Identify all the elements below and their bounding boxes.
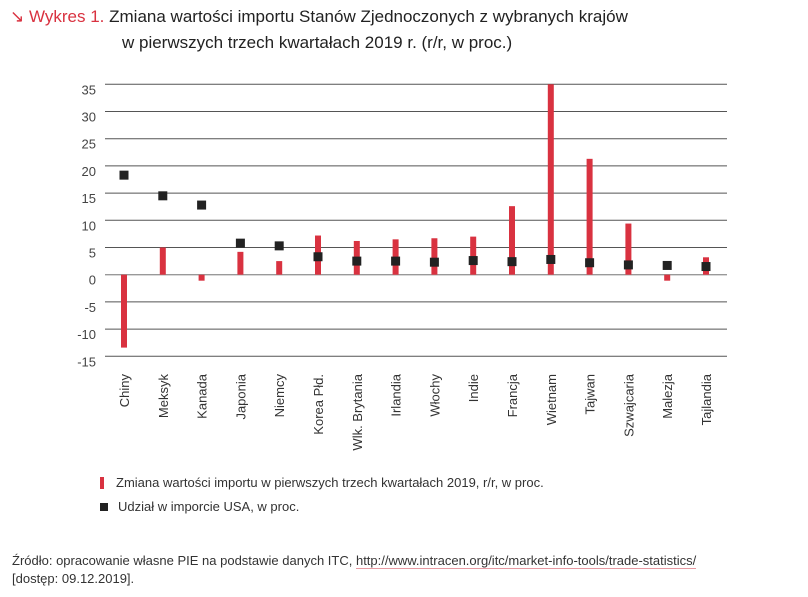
marker-wietnam: [546, 254, 556, 264]
y-tick-label: 0: [89, 273, 96, 288]
bar-niemcy: [276, 261, 283, 275]
marker-wlk-brytania: [352, 256, 362, 266]
x-category-label: Meksyk: [156, 374, 171, 419]
marker-w-ochy: [429, 257, 439, 267]
legend-item-bar: Zmiana wartości importu w pierwszych trz…: [100, 475, 544, 490]
legend-label-marker: Udział w imporcie USA, w proc.: [118, 499, 300, 514]
source-link[interactable]: http://www.intracen.org/itc/market-info-…: [355, 553, 697, 569]
bar-szwajcaria: [625, 223, 632, 275]
bar-chiny: [121, 274, 127, 348]
marker-szwajcaria: [623, 260, 633, 270]
marker-korea-p-d-: [313, 252, 323, 262]
y-tick-label: -5: [84, 300, 96, 315]
x-category-label: Tajwan: [583, 374, 598, 414]
marker-tajwan: [585, 258, 595, 268]
chart-title: ↘ Wykres 1. Zmiana wartości importu Stan…: [10, 4, 628, 56]
x-category-label: Wietnam: [544, 374, 559, 425]
bar-malezja: [664, 274, 671, 281]
bar-francja: [509, 206, 515, 275]
y-tick-label: 35: [82, 82, 96, 97]
legend-swatch-bar: [100, 476, 104, 489]
x-category-label: Francja: [505, 373, 520, 417]
marker-meksyk: [158, 191, 168, 201]
y-tick-label: -10: [77, 327, 96, 342]
marker-niemcy: [274, 241, 284, 251]
marker-indie: [468, 256, 478, 266]
source-text: Źródło: opracowanie własne PIE na podsta…: [12, 553, 356, 568]
marker-malezja: [662, 260, 672, 270]
x-category-label: Korea Płd.: [311, 374, 326, 435]
bar-w-ochy: [431, 238, 438, 275]
y-tick-label: 10: [82, 218, 96, 233]
title-line-2: w pierwszych trzech kwartałach 2019 r. (…: [122, 33, 513, 52]
marker-kanada: [197, 200, 207, 210]
marker-tajlandia: [701, 262, 711, 272]
legend-label-bar: Zmiana wartości importu w pierwszych trz…: [116, 475, 544, 490]
y-tick-label: 30: [82, 110, 96, 125]
y-tick-label: 5: [89, 246, 96, 261]
x-category-label: Tajlandia: [699, 373, 714, 425]
x-category-label: Szwajcaria: [621, 373, 636, 437]
title-line-1: Zmiana wartości importu Stanów Zjednoczo…: [109, 7, 628, 26]
x-category-label: Irlandia: [389, 373, 404, 416]
x-category-label: Japonia: [233, 373, 248, 419]
chart: 35 30 25 20 15 10 5 0 -5 -10 -15 Chiny Meksyk Kanada J…: [77, 82, 727, 451]
arrow-down-right-icon: ↘: [10, 7, 25, 26]
bar-tajwan: [586, 158, 593, 275]
legend-item-marker: Udział w imporcie USA, w proc.: [100, 499, 299, 514]
x-category-label: Chiny: [117, 374, 132, 408]
figure-number: Wykres 1.: [28, 7, 105, 26]
x-category-label: Niemcy: [272, 374, 287, 418]
x-category-label: Kanada: [195, 373, 210, 419]
source-access-date: [dostęp: 09.12.2019].: [12, 571, 135, 586]
y-tick-label: 25: [82, 137, 96, 152]
legend-swatch-marker: [100, 502, 108, 511]
bar-japonia: [237, 251, 244, 275]
bar-kanada: [198, 274, 205, 281]
bar-indie: [470, 236, 477, 275]
y-tick-label: -15: [77, 354, 96, 369]
x-category-label: Wlk. Brytania: [350, 373, 365, 450]
x-category-label: Malezja: [660, 373, 675, 419]
marker-francja: [507, 257, 517, 267]
y-tick-label: 20: [82, 164, 96, 179]
bar-wietnam: [547, 84, 554, 275]
source-note: Źródło: opracowanie własne PIE na podsta…: [12, 552, 697, 588]
marker-chiny: [119, 170, 129, 180]
marker-irlandia: [391, 256, 401, 266]
y-tick-label: 15: [82, 191, 96, 206]
marker-japonia: [235, 238, 245, 248]
x-category-label: Włochy: [427, 374, 442, 417]
bar-meksyk: [159, 247, 166, 275]
x-category-label: Indie: [466, 374, 481, 402]
